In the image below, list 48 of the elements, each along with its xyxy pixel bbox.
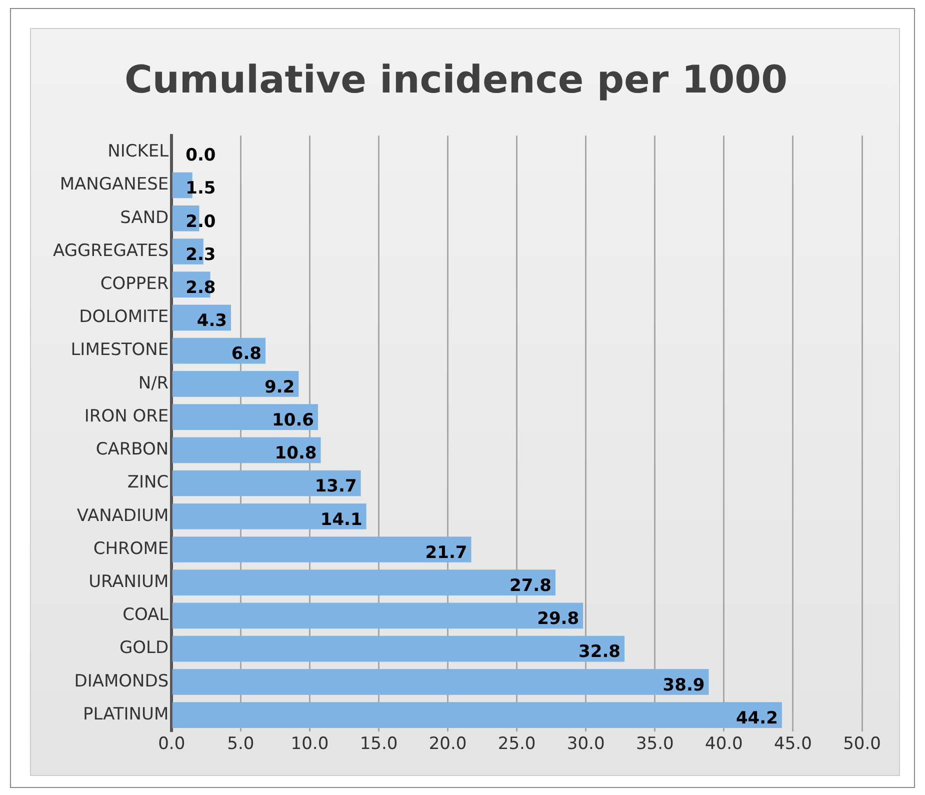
data-label: 32.8 [578,642,621,662]
x-tick-label: 10.0 [290,734,329,754]
y-tick-label: CHROME [93,538,169,559]
y-tick-label: NICKEL [108,142,170,162]
y-tick-label: COPPER [100,274,169,294]
data-label: 1.5 [186,178,216,199]
data-label: 27.8 [510,576,552,596]
data-label: 10.8 [274,444,317,464]
x-tick-label: 40.0 [704,734,743,754]
y-tick-label: ZINC [127,472,169,493]
data-label: 9.2 [264,377,295,398]
y-tick-label: AGGREGATES [52,240,169,261]
y-tick-label: DIAMONDS [74,671,169,692]
y-tick-label: IRON ORE [84,406,169,426]
y-tick-label: COAL [122,605,170,626]
data-label: 13.7 [314,476,357,497]
y-tick-label: PLATINUM [82,704,169,724]
x-tick-label: 5.0 [227,734,254,754]
data-label: 6.8 [231,344,262,364]
y-tick-label: LIMESTONE [70,340,169,360]
x-tick-label: 35.0 [636,734,674,754]
data-label: 38.9 [662,675,705,696]
data-label: 0.0 [186,146,216,166]
chart-title: Cumulative incidence per 1000 [124,58,788,102]
x-tick-label: 20.0 [428,734,467,754]
data-label: 10.6 [272,410,314,430]
y-tick-label: MANGANESE [60,174,169,195]
x-tick-label: 0.0 [158,734,186,754]
y-tick-label: N/R [138,373,169,394]
data-label: 2.0 [186,212,216,232]
data-label: 14.1 [320,510,362,530]
data-label: 2.8 [186,278,216,298]
y-tick-label: URANIUM [88,572,169,592]
x-tick-label: 25.0 [498,734,536,754]
data-label: 2.3 [186,244,216,265]
data-label: 21.7 [425,542,468,563]
y-tick-label: VANADIUM [76,506,169,526]
x-tick-label: 15.0 [360,734,398,754]
y-tick-label: GOLD [120,638,169,658]
x-tick-label: 45.0 [774,734,812,754]
y-tick-label: CARBON [96,440,169,460]
y-tick-label: SAND [120,208,169,228]
data-label: 29.8 [537,609,580,630]
x-tick-label: 50.0 [843,734,881,754]
y-tick-label: DOLOMITE [79,307,169,328]
x-tick-label: 30.0 [566,734,605,754]
data-label: 44.2 [736,708,778,728]
data-label: 4.3 [196,311,227,332]
